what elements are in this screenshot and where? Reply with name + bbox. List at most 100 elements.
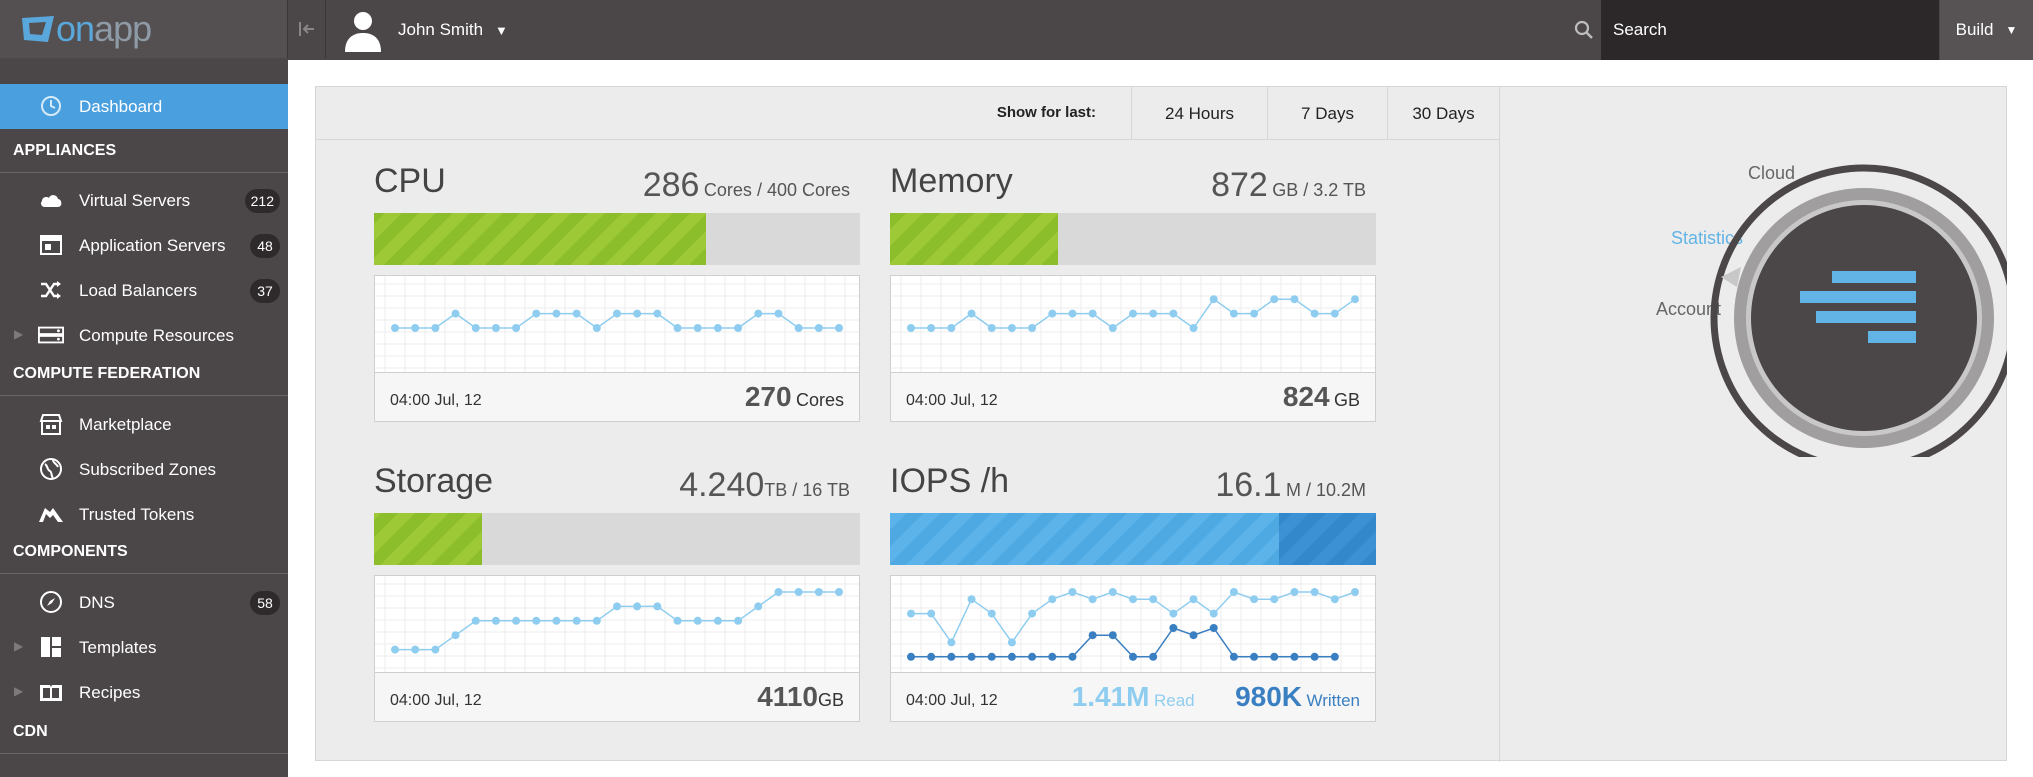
filter-30-days-button[interactable]: 30 Days [1387,87,1499,140]
iops-read-fill [890,513,1279,565]
iops-title: IOPS /h [890,462,1010,500]
sidebar-item-dns[interactable]: DNS 58 [0,580,288,625]
data-point [713,616,722,625]
data-point [987,652,996,661]
data-point [967,595,976,604]
data-point [391,645,399,654]
sidebar-item-load-balancers[interactable]: Load Balancers 37 [0,268,288,313]
data-point [552,309,561,318]
data-point [411,645,420,654]
section-appliances: APPLIANCES [0,129,288,173]
book-icon [38,679,64,705]
shuffle-icon [38,277,64,303]
memory-sparkline [891,276,1375,372]
filter-7-days-button[interactable]: 7 Days [1267,87,1387,140]
dial-wheel[interactable] [1531,147,2007,457]
data-point [734,324,743,332]
sidebar-item-label: Subscribed Zones [79,459,217,479]
data-point [1351,588,1359,596]
iops-written-fill [1278,513,1376,565]
data-point [734,616,743,625]
data-point [1149,595,1158,604]
sidebar-item-label: Trusted Tokens [79,504,195,524]
data-point [835,588,843,596]
data-point [1330,309,1339,318]
compass-icon [38,589,64,615]
cpu-graph: 04:00 Jul, 12 270 Cores [374,275,860,422]
sidebar-item-virtual-servers[interactable]: Virtual Servers 212 [0,178,288,223]
search-icon[interactable] [1566,0,1602,60]
cpu-usage-bar [374,213,860,265]
data-point [927,609,936,618]
time-filter-bar: Show for last: 24 Hours 7 Days 30 Days [316,87,1499,140]
expand-arrow-icon[interactable]: ▶ [14,327,24,341]
data-point [1007,324,1016,332]
cpu-total: 286 Cores / 400 Cores [642,166,850,204]
data-point [1048,652,1057,661]
dial-option-cloud[interactable]: Cloud [1748,163,1796,183]
sidebar-item-trusted-tokens[interactable]: Trusted Tokens [0,492,288,537]
count-badge: 212 [244,189,280,213]
section-compute-federation: COMPUTE FEDERATION [0,352,288,396]
filter-24-hours-button[interactable]: 24 Hours [1131,87,1267,140]
data-point [814,588,823,596]
data-point [947,324,956,332]
sidebar-item-recipes[interactable]: ▶ Recipes [0,670,288,715]
data-point [907,652,915,661]
data-point [907,324,915,332]
build-button[interactable]: Build ▼ [1940,0,2033,60]
data-point [1209,624,1218,632]
cpu-usage-fill [374,213,707,265]
iops-usage-bar [890,513,1376,565]
search-input[interactable] [1601,0,1939,60]
data-point [947,638,956,647]
data-point [1068,309,1077,318]
sidebar-item-application-servers[interactable]: Application Servers 48 [0,223,288,268]
server-rack-icon [38,322,64,348]
data-point [653,309,662,318]
storage-title: Storage [374,462,494,500]
sidebar-item-label: Virtual Servers [79,190,191,210]
templates-grid-icon [38,634,64,660]
data-point [774,588,783,596]
user-menu[interactable]: John Smith ▼ [342,8,508,52]
data-point [431,645,440,654]
data-point [1088,309,1097,318]
cloud-icon [38,187,64,213]
data-point [451,631,460,640]
data-point [927,324,936,332]
sidebar-collapse-button[interactable] [288,0,326,58]
data-point [754,309,763,318]
data-point [1007,652,1016,661]
sidebar-item-templates[interactable]: ▶ Templates [0,625,288,670]
expand-arrow-icon[interactable]: ▶ [14,639,24,653]
data-point [754,602,763,611]
sidebar-item-dashboard[interactable]: Dashboard [0,84,288,129]
expand-arrow-icon[interactable]: ▶ [14,684,24,698]
data-point [967,309,976,318]
count-badge: 48 [250,234,280,258]
sidebar-item-label: Marketplace [79,414,172,434]
dial-option-statistics[interactable]: Statistics [1671,228,1744,248]
sidebar-item-subscribed-zones[interactable]: Subscribed Zones [0,447,288,492]
statistics-bars-icon [1800,271,1916,343]
section-components: COMPONENTS [0,530,288,574]
data-point [1129,595,1137,604]
dashboard-panel: Show for last: 24 Hours 7 Days 30 Days C… [315,86,2007,762]
sidebar-item-label: Recipes [79,682,141,702]
data-point [1129,309,1137,318]
section-cdn: CDN [0,710,288,754]
dial-option-account[interactable]: Account [1656,299,1722,319]
iops-read-written: 1.41M Read 980K Written [1072,681,1360,713]
data-point [1330,652,1339,661]
sidebar-item-compute-resources[interactable]: ▶ Compute Resources [0,313,288,358]
data-point [1270,595,1279,604]
data-point [653,602,662,611]
memory-usage-fill [890,213,1058,265]
data-point [1169,609,1178,618]
sidebar-item-marketplace[interactable]: Marketplace [0,402,288,447]
onapp-logo[interactable]: onapp [20,8,152,49]
memory-usage-bar [890,213,1376,265]
handshake-icon [38,501,64,527]
memory-graph-date: 04:00 Jul, 12 [906,392,998,409]
